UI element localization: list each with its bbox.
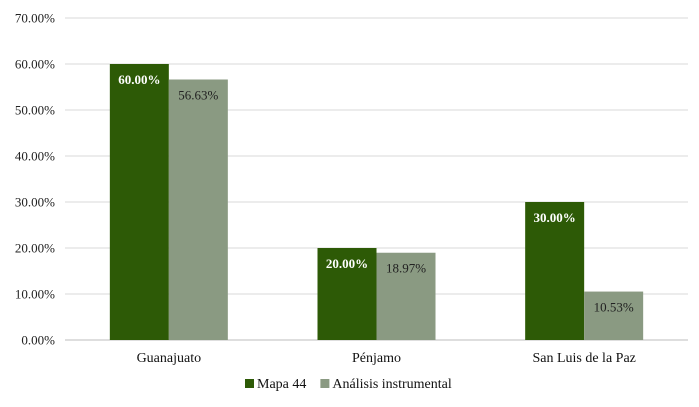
bar-analisis-instrumental [168,79,228,340]
category-label: Guanajuato [137,351,202,366]
data-label: 30.00% [534,210,576,225]
y-tick-label: 70.00% [15,11,55,26]
data-labels: 60.00% 56.63% 20.00% 18.97% 30.00% 10.53% [118,72,634,315]
y-tick-label: 50.00% [15,103,55,118]
category-label: Pénjamo [352,351,401,366]
bar-mapa-44 [109,64,169,340]
category-label: San Luis de la Paz [532,351,635,366]
legend-label: Mapa 44 [257,377,306,392]
bars [109,64,644,340]
legend-swatch [245,379,254,388]
data-label: 18.97% [386,261,426,276]
legend-swatch [320,379,330,388]
data-label: 60.00% [118,72,160,87]
legend: Mapa 44 Análisis instrumental [245,377,452,392]
y-tick-label: 60.00% [15,57,55,72]
data-label: 10.53% [594,300,634,315]
bar-analisis-instrumental [376,252,436,340]
x-axis-categories: Guanajuato Pénjamo San Luis de la Paz [137,351,636,366]
bar-mapa-44 [525,202,585,340]
y-tick-label: 30.00% [15,195,55,210]
bar-analisis-instrumental [584,291,644,340]
data-label: 56.63% [178,88,218,103]
y-tick-label: 40.00% [15,149,55,164]
data-label: 20.00% [326,256,368,271]
y-tick-label: 0.00% [21,333,55,348]
legend-label: Análisis instrumental [332,377,451,392]
bar-mapa-44 [317,248,377,340]
y-tick-label: 10.00% [15,287,55,302]
y-axis-ticks: 0.00% 10.00% 20.00% 30.00% 40.00% 50.00% 60.00… [15,11,55,348]
y-tick-label: 20.00% [15,241,55,256]
